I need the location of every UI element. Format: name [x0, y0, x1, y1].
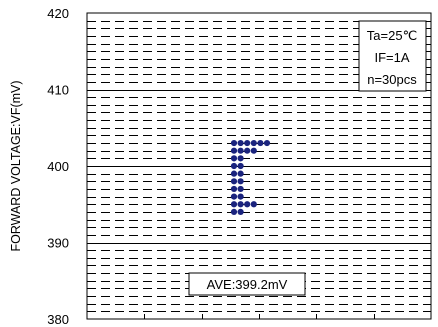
- condition-temperature: Ta=25℃: [367, 28, 417, 43]
- data-point: [230, 147, 238, 154]
- data-point: [237, 155, 244, 162]
- y-tick-label: 390: [47, 236, 69, 251]
- data-point: [237, 201, 244, 208]
- data-point: [250, 147, 257, 154]
- data-point: [230, 185, 238, 193]
- data-point: [237, 185, 244, 193]
- data-point: [237, 193, 244, 200]
- y-tick-label: 400: [47, 159, 69, 174]
- data-point: [237, 139, 244, 147]
- average-label: AVE:399.2mV: [207, 277, 288, 292]
- data-point: [230, 208, 238, 215]
- y-axis-label: FORWARD VOLTAGE:VF(mV): [9, 80, 23, 251]
- conditions-box: Ta=25℃ IF=1A n=30pcs: [358, 20, 427, 92]
- data-points: [230, 139, 271, 215]
- data-point: [250, 201, 257, 208]
- data-point: [237, 208, 244, 215]
- data-point: [257, 139, 264, 147]
- y-axis-tick-labels: 380 390 400 410 420: [47, 6, 69, 327]
- data-point: [244, 139, 251, 147]
- condition-current: IF=1A: [374, 50, 409, 65]
- y-tick-label: 380: [47, 312, 69, 327]
- data-point: [230, 201, 238, 208]
- y-tick-label: 410: [47, 83, 69, 98]
- data-point: [237, 178, 244, 185]
- data-point: [230, 139, 238, 147]
- data-point: [263, 139, 271, 147]
- y-tick-label: 420: [47, 6, 69, 21]
- data-point: [244, 201, 251, 208]
- average-box: AVE:399.2mV: [188, 272, 306, 296]
- data-point: [230, 178, 238, 185]
- x-axis-ticks: [144, 314, 375, 319]
- data-point: [237, 147, 244, 154]
- data-point: [230, 162, 238, 170]
- data-point: [244, 147, 251, 154]
- data-point: [237, 162, 244, 170]
- data-point: [230, 155, 238, 162]
- data-point: [237, 170, 244, 177]
- data-point: [230, 170, 238, 177]
- data-point: [230, 193, 238, 200]
- data-point: [250, 139, 257, 147]
- condition-sample-count: n=30pcs: [367, 72, 417, 87]
